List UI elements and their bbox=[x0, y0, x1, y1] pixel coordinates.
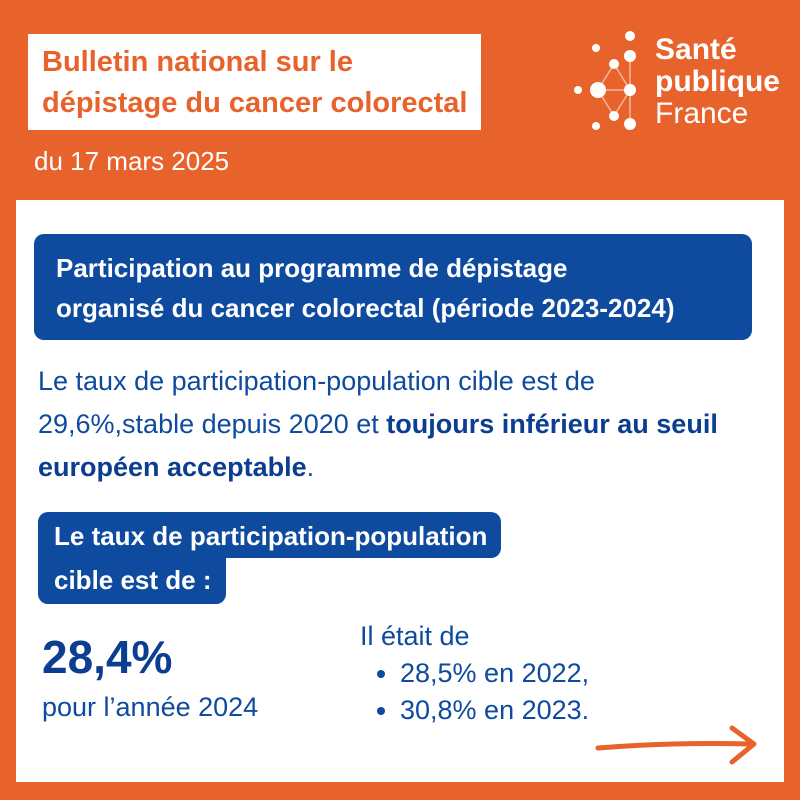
header-title-line2: dépistage du cancer colorectal bbox=[42, 87, 468, 119]
content-card: Participation au programme de dépistage … bbox=[16, 200, 784, 782]
rate-label: Le taux de participation-population cibl… bbox=[38, 512, 502, 604]
paragraph-end: . bbox=[306, 452, 315, 482]
rate-value: 28,4% bbox=[42, 631, 173, 683]
bulletin-date: du 17 mars 2025 bbox=[34, 146, 230, 176]
previous-intro: Il était de bbox=[360, 621, 470, 651]
logo-line-france: France bbox=[655, 97, 749, 130]
header-title-line1: Bulletin national sur le bbox=[42, 46, 353, 78]
paragraph-text: Le taux de participation-population cibl… bbox=[38, 366, 595, 439]
section-banner: Participation au programme de dépistage … bbox=[34, 234, 752, 340]
previous-list: 28,5% en 2022, 30,8% en 2023. bbox=[360, 655, 589, 729]
rate-caption: pour l’année 2024 bbox=[42, 692, 259, 722]
logo-wordmark: Santé publique France bbox=[655, 34, 780, 130]
logo-line-sante: Santé bbox=[655, 33, 737, 66]
banner-line2: organisé du cancer colorectal (période 2… bbox=[56, 293, 675, 323]
rate-label-line2: cible est de : bbox=[38, 558, 226, 604]
sante-publique-logo-icon bbox=[574, 31, 636, 130]
header-title-box: Bulletin national sur le dépistage du ca… bbox=[28, 34, 482, 130]
previous-rates: Il était de 28,5% en 2022, 30,8% en 2023… bbox=[360, 618, 589, 729]
list-item: 30,8% en 2023. bbox=[400, 692, 589, 729]
logo-line-publique: publique bbox=[655, 65, 780, 98]
list-item: 28,5% en 2022, bbox=[400, 655, 589, 692]
next-arrow-icon bbox=[595, 725, 757, 765]
paragraph-emphasis: toujours inférieur au seuil européen acc… bbox=[38, 409, 718, 482]
rate-label-line1: Le taux de participation-population bbox=[38, 512, 502, 558]
participation-paragraph: Le taux de participation-population cibl… bbox=[38, 360, 758, 489]
banner-line1: Participation au programme de dépistage bbox=[56, 253, 568, 283]
